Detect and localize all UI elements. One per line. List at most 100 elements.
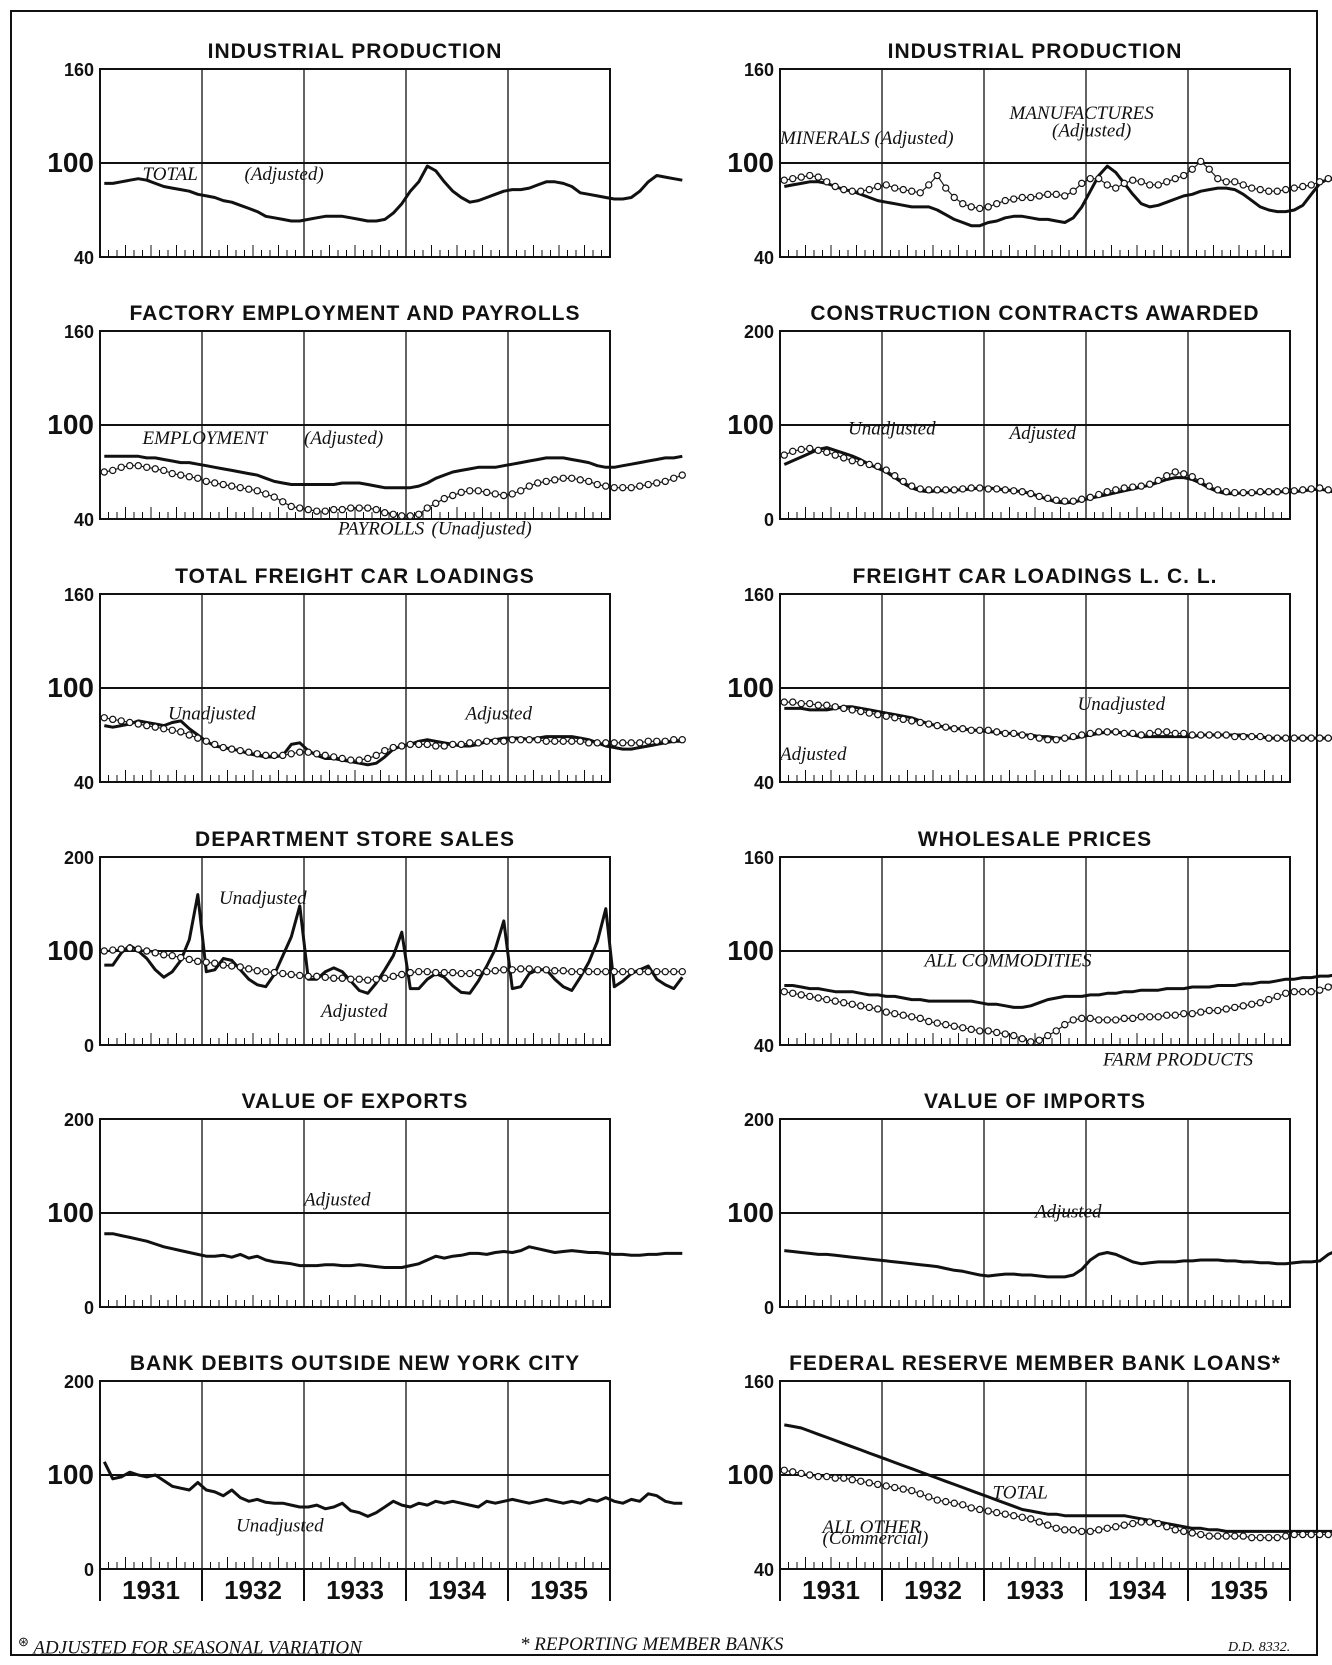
data-point <box>474 487 482 495</box>
data-point <box>780 698 788 706</box>
data-point <box>627 739 635 747</box>
data-point <box>1103 1524 1111 1532</box>
y-tick-label: 200 <box>64 1372 94 1392</box>
data-point <box>1154 1013 1162 1021</box>
data-point <box>959 485 967 493</box>
series-1 <box>780 698 1332 744</box>
data-point <box>1086 729 1094 738</box>
chart-panel-ip-total: INDUSTRIAL PRODUCTION 160 100 40 TOTAL (Adjus… <box>0 40 683 302</box>
data-point <box>806 992 814 1001</box>
chart-plot: 160 100 40 ALL COMMODITIES FARM PRODUCTS <box>727 848 1332 1070</box>
data-point <box>1001 729 1009 738</box>
data-point <box>474 968 482 977</box>
data-point <box>1222 731 1230 739</box>
annotation-label: Adjusted <box>464 703 533 724</box>
data-point <box>1095 728 1103 736</box>
data-point <box>653 479 661 487</box>
data-point <box>967 484 975 492</box>
data-point <box>789 698 797 706</box>
data-point <box>1239 1532 1247 1540</box>
data-point <box>100 468 108 476</box>
chart-plot: 160 100 40 MINERALS (Adjusted) MANUFACTURES(… <box>727 60 1332 268</box>
data-point <box>1052 1524 1060 1532</box>
data-point <box>236 483 244 492</box>
data-point <box>491 737 499 745</box>
data-point <box>1061 734 1069 742</box>
chart-plot: 160 100 40 Unadjusted Adjusted <box>727 585 1332 793</box>
data-point <box>678 735 686 744</box>
data-point <box>1001 1510 1009 1518</box>
data-point <box>1010 1031 1018 1040</box>
data-point <box>806 171 814 180</box>
data-point <box>831 182 839 191</box>
data-point <box>1299 182 1307 191</box>
x-tick-label: 1934 <box>1108 1575 1166 1605</box>
data-point <box>1256 1533 1264 1542</box>
data-point <box>389 743 397 752</box>
data-point <box>1205 482 1213 490</box>
data-point <box>1256 998 1264 1007</box>
data-point <box>933 721 941 730</box>
data-point <box>619 967 627 976</box>
data-point <box>1256 185 1264 194</box>
data-point <box>1086 174 1094 183</box>
data-point <box>814 173 822 181</box>
data-point <box>321 973 329 982</box>
chart-panel-fed-loans: FEDERAL RESERVE MEMBER BANK LOANS* 160 100… <box>680 1352 1332 1614</box>
data-point <box>508 735 516 744</box>
data-point <box>823 448 831 456</box>
data-point <box>1171 1011 1179 1019</box>
data-point <box>1018 1035 1026 1043</box>
data-point <box>483 967 491 976</box>
data-point <box>1307 1530 1315 1539</box>
y-tick-label: 160 <box>64 585 94 605</box>
data-point <box>211 740 219 749</box>
annotation-label: Unadjusted <box>848 418 936 439</box>
data-point <box>899 715 907 724</box>
data-point <box>993 1028 1001 1037</box>
y-tick-label: 0 <box>84 1560 94 1580</box>
data-point <box>440 968 448 977</box>
data-point <box>950 486 958 494</box>
series-line <box>784 164 1332 228</box>
data-point <box>1214 1532 1222 1540</box>
data-point <box>1316 734 1324 742</box>
data-point <box>857 707 865 716</box>
data-point <box>279 498 287 506</box>
data-point <box>1086 493 1094 502</box>
data-point <box>109 715 117 724</box>
data-point <box>933 1019 941 1027</box>
data-point <box>517 487 525 495</box>
chart-title: BANK DEBITS OUTSIDE NEW YORK CITY <box>129 1352 581 1375</box>
data-point <box>1137 1013 1145 1021</box>
data-point <box>1222 488 1230 496</box>
data-point <box>1273 187 1281 195</box>
data-point <box>602 967 610 976</box>
data-point <box>984 1507 992 1515</box>
data-point <box>228 482 236 490</box>
chart-panel-factory: FACTORY EMPLOYMENT AND PAYROLLS 160 100 40 E… <box>0 302 686 564</box>
data-point <box>1282 734 1290 742</box>
data-point <box>415 740 423 749</box>
document-code: D.D. 8332. <box>1228 1640 1291 1655</box>
data-point <box>194 957 202 966</box>
data-point <box>602 482 610 490</box>
data-point <box>1078 179 1086 188</box>
data-point <box>976 726 984 734</box>
chart-plot: 200 100 0 Adjusted <box>47 1110 683 1318</box>
data-point <box>1239 488 1247 497</box>
data-point <box>126 462 134 470</box>
data-point <box>1273 488 1281 496</box>
data-point <box>891 472 899 480</box>
data-point <box>1205 1006 1213 1015</box>
data-point <box>236 963 244 971</box>
data-point <box>891 1009 899 1018</box>
data-point <box>100 714 108 722</box>
data-point <box>1095 1526 1103 1534</box>
data-point <box>1231 178 1239 186</box>
data-point <box>942 184 950 192</box>
data-point <box>848 1475 856 1484</box>
y-tick-label: 200 <box>64 1110 94 1130</box>
y-tick-label: 100 <box>727 147 774 178</box>
data-point <box>304 505 312 514</box>
